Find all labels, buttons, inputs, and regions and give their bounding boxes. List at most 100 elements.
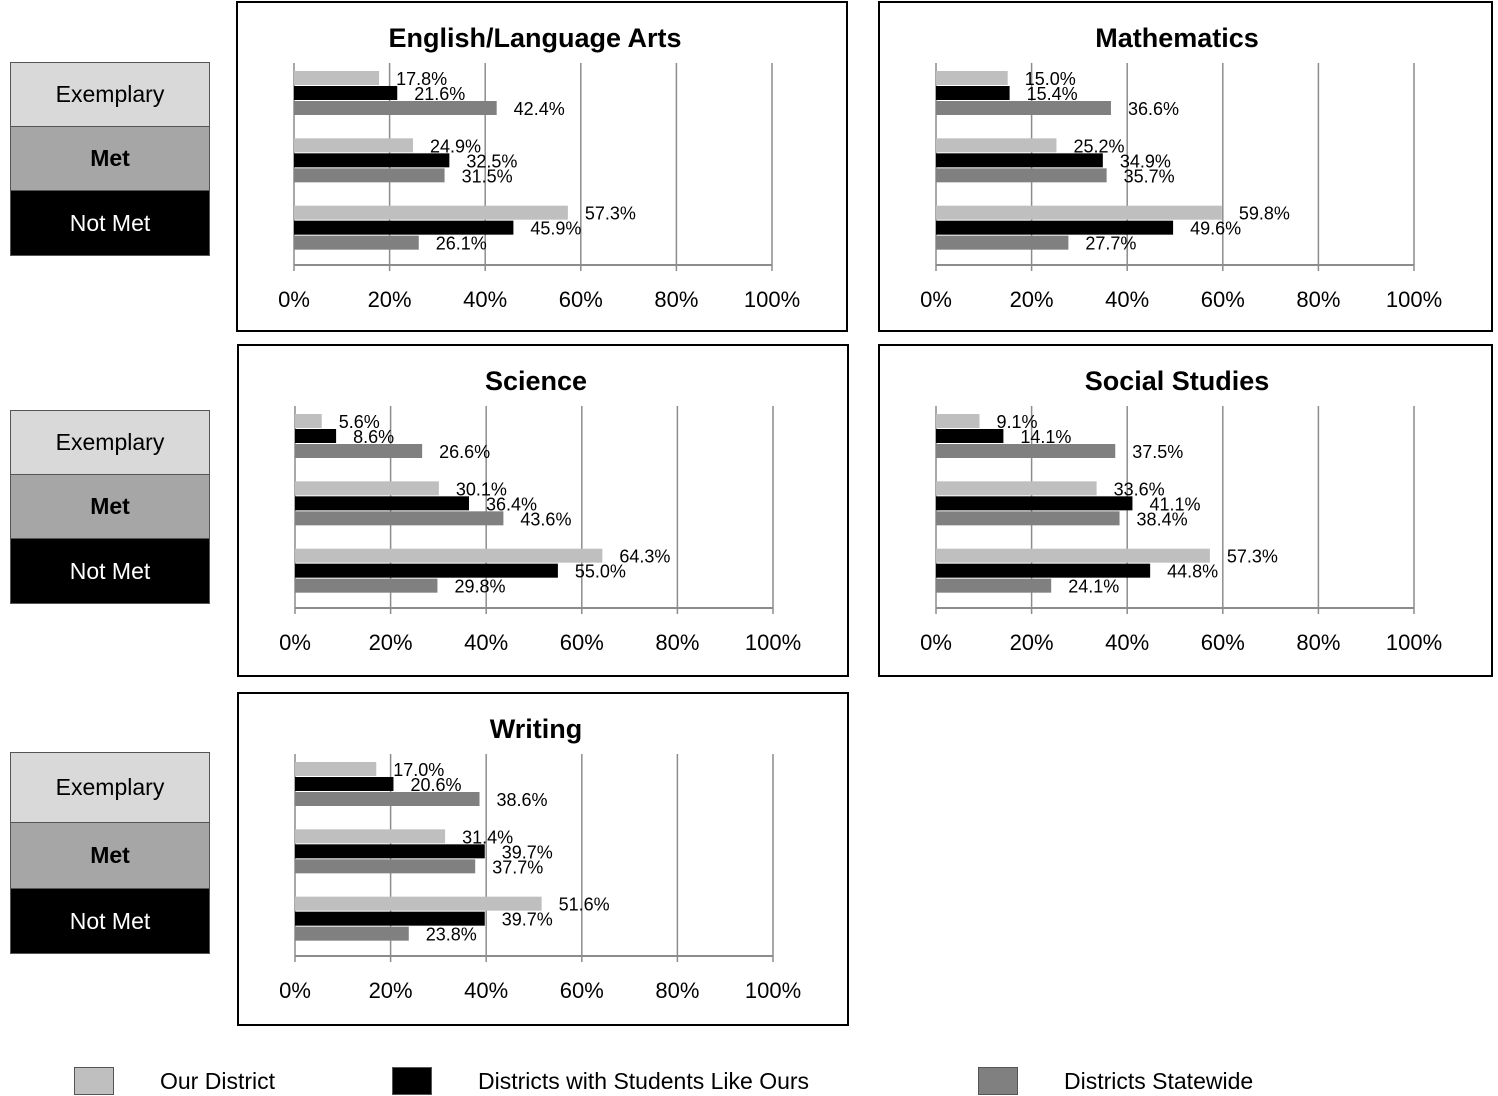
bar-not-met-our-district xyxy=(295,548,603,563)
legend: Our District Districts with Students Lik… xyxy=(0,1066,1498,1096)
x-tick-label: 80% xyxy=(1296,287,1340,312)
row-key-exemplary: Exemplary xyxy=(11,753,209,823)
data-label: 5.6% xyxy=(339,412,380,432)
data-label: 26.6% xyxy=(439,442,490,462)
data-label: 27.7% xyxy=(1085,234,1136,254)
data-label: 15.4% xyxy=(1027,84,1078,104)
data-label: 35.7% xyxy=(1124,166,1175,186)
bar-exemplary-districts-statewide xyxy=(936,444,1116,458)
bar-met-our-district xyxy=(936,481,1097,496)
x-tick-label: 0% xyxy=(278,287,310,312)
legend-label-statewide: Districts Statewide xyxy=(1064,1067,1254,1094)
bar-met-districts-with-students-like-ours xyxy=(294,153,450,168)
data-label: 57.3% xyxy=(585,204,636,224)
bar-met-our-district xyxy=(936,138,1057,153)
bar-not-met-our-district xyxy=(294,205,568,220)
x-tick-label: 100% xyxy=(744,287,800,312)
legend-swatch-similar-districts xyxy=(392,1067,432,1095)
x-tick-label: 60% xyxy=(1201,630,1245,655)
data-label: 8.6% xyxy=(353,427,394,447)
data-label: 20.6% xyxy=(410,775,461,795)
chart-title: Social Studies xyxy=(1085,366,1270,396)
data-label: 37.5% xyxy=(1132,442,1183,462)
bar-exemplary-districts-statewide xyxy=(295,444,423,458)
data-label: 29.8% xyxy=(454,577,505,597)
chart-panel-science: Science 0% 20% 40% 60% 80% 100% 5.6% 8.6% 26.6% 30… xyxy=(237,344,849,677)
data-label: 57.3% xyxy=(1227,547,1278,567)
chart-panel-ela: English/Language Arts 0% 20% 40% 60% 80% 100% 1… xyxy=(236,1,848,332)
chart-ela: English/Language Arts 0% 20% 40% 60% 80% 100% 1… xyxy=(278,23,800,312)
x-tick-label: 80% xyxy=(655,630,699,655)
x-tick-label: 20% xyxy=(1010,287,1054,312)
x-tick-label: 80% xyxy=(654,287,698,312)
chart-panel-social-studies: Social Studies 0% 20% 40% 60% 80% 100% 9.1% 14.1… xyxy=(878,344,1493,677)
data-label: 42.4% xyxy=(514,99,565,119)
data-label: 59.8% xyxy=(1239,204,1290,224)
bar-met-our-district xyxy=(295,829,446,844)
legend-label-our-district: Our District xyxy=(160,1067,275,1094)
data-label: 26.1% xyxy=(436,234,487,254)
x-tick-label: 40% xyxy=(464,978,508,1003)
legend-item-statewide: Districts Statewide xyxy=(978,1066,1253,1096)
bar-exemplary-our-district xyxy=(294,71,380,85)
x-tick-label: 20% xyxy=(369,630,413,655)
chart-title: Mathematics xyxy=(1095,23,1259,53)
x-tick-label: 100% xyxy=(1386,287,1442,312)
data-label: 44.8% xyxy=(1167,562,1218,582)
data-label: 38.6% xyxy=(497,790,548,810)
data-label: 49.6% xyxy=(1190,219,1241,239)
bar-not-met-districts-statewide xyxy=(294,235,419,250)
bar-met-districts-statewide xyxy=(294,168,445,183)
bar-met-districts-with-students-like-ours xyxy=(936,496,1133,511)
x-tick-label: 20% xyxy=(1010,630,1054,655)
bar-exemplary-districts-statewide xyxy=(294,101,497,115)
row-key-2: Exemplary Met Not Met xyxy=(10,410,210,604)
bar-not-met-our-district xyxy=(936,205,1222,220)
chart-title: English/Language Arts xyxy=(388,23,681,53)
x-tick-label: 60% xyxy=(559,287,603,312)
bar-met-our-district xyxy=(295,481,439,496)
bar-exemplary-our-district xyxy=(936,414,980,428)
chart-title: Writing xyxy=(490,714,582,744)
x-tick-label: 60% xyxy=(1201,287,1245,312)
bar-exemplary-districts-with-students-like-ours xyxy=(295,777,394,791)
bar-not-met-districts-with-students-like-ours xyxy=(936,220,1174,235)
bar-not-met-districts-with-students-like-ours xyxy=(295,563,558,578)
data-label: 33.6% xyxy=(1114,479,1165,499)
x-tick-label: 40% xyxy=(464,630,508,655)
bar-met-districts-statewide xyxy=(936,168,1107,183)
bar-not-met-our-district xyxy=(936,548,1210,563)
data-label: 39.7% xyxy=(502,910,553,930)
bar-not-met-districts-statewide xyxy=(295,578,438,593)
row-key-3: Exemplary Met Not Met xyxy=(10,752,210,954)
bar-exemplary-districts-with-students-like-ours xyxy=(936,429,1004,443)
row-key-not-met: Not Met xyxy=(11,191,209,255)
row-key-1: Exemplary Met Not Met xyxy=(10,62,210,256)
legend-swatch-statewide xyxy=(978,1067,1018,1095)
data-label: 34.9% xyxy=(1120,151,1171,171)
bar-not-met-our-district xyxy=(295,896,542,911)
data-label: 41.1% xyxy=(1149,494,1200,514)
row-key-met: Met xyxy=(11,127,209,191)
bar-exemplary-our-district xyxy=(936,71,1008,85)
x-tick-label: 40% xyxy=(463,287,507,312)
x-tick-label: 100% xyxy=(745,978,801,1003)
data-label: 37.7% xyxy=(492,857,543,877)
data-label: 9.1% xyxy=(996,412,1037,432)
legend-item-our-district: Our District xyxy=(74,1066,275,1096)
bar-met-districts-with-students-like-ours xyxy=(295,496,469,511)
x-tick-label: 40% xyxy=(1105,630,1149,655)
legend-swatch-our-district xyxy=(74,1067,114,1095)
chart-panel-mathematics: Mathematics 0% 20% 40% 60% 80% 100% 15.0% 15.4% 3… xyxy=(878,1,1493,332)
row-key-exemplary: Exemplary xyxy=(11,63,209,127)
x-tick-label: 100% xyxy=(1386,630,1442,655)
x-tick-label: 60% xyxy=(560,978,604,1003)
data-label: 55.0% xyxy=(575,562,626,582)
data-label: 17.8% xyxy=(396,69,447,89)
row-key-met: Met xyxy=(11,823,209,889)
x-tick-label: 80% xyxy=(1296,630,1340,655)
bar-exemplary-districts-statewide xyxy=(295,792,480,806)
data-label: 39.7% xyxy=(502,842,553,862)
x-tick-label: 40% xyxy=(1105,287,1149,312)
bar-met-districts-statewide xyxy=(295,859,476,874)
